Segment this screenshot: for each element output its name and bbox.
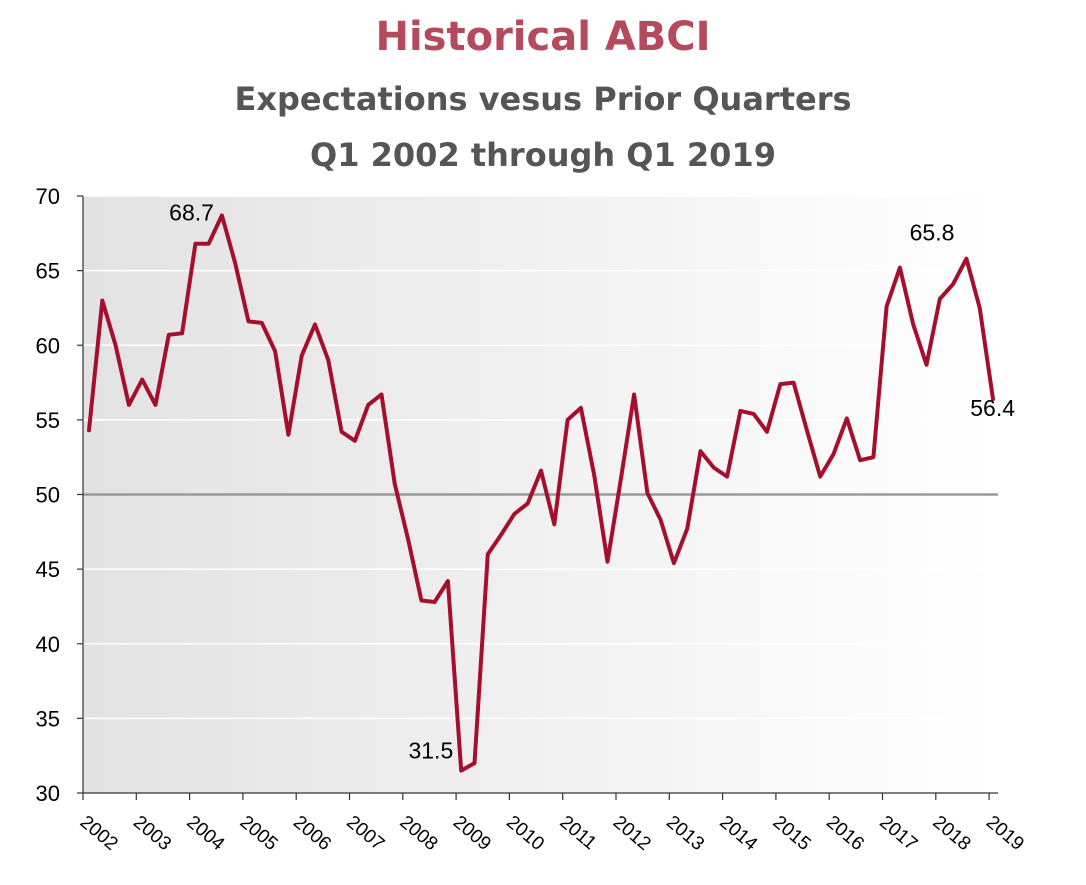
- x-tick-label: 2014: [715, 812, 761, 856]
- x-tick-label: 2018: [929, 812, 975, 855]
- data-label: 31.5: [408, 738, 453, 764]
- y-tick-label: 35: [36, 706, 60, 731]
- x-tick-label: 2015: [769, 812, 815, 855]
- series-line: [87, 213, 995, 773]
- chart-title: Historical ABCI: [375, 14, 711, 60]
- y-tick-label: 40: [36, 632, 60, 657]
- y-tick-label: 30: [36, 781, 60, 806]
- y-tick-label: 65: [36, 259, 60, 284]
- y-tick-label: 50: [36, 483, 60, 508]
- chart-subtitle-2: Q1 2002 through Q1 2019: [310, 136, 776, 174]
- x-tick-label: 2016: [822, 812, 868, 855]
- x-tick-label: 2009: [449, 812, 495, 855]
- x-tick-label: 2017: [875, 812, 921, 855]
- x-tick-label: 2006: [289, 812, 335, 855]
- x-tick-label: 2002: [76, 812, 122, 855]
- series-group: [87, 213, 995, 773]
- x-tick-label: 2004: [182, 812, 228, 856]
- y-tick-label: 55: [36, 408, 60, 433]
- data-labels: 68.7 31.5 65.8 56.4: [169, 199, 1015, 763]
- data-label: 65.8: [910, 220, 955, 246]
- x-tick-label: 2003: [129, 812, 175, 855]
- x-axis-ticks: 2002 2003 2004 2005 2006 2007 2008 2009 2010 2011…: [76, 793, 1028, 855]
- x-tick-label: 2013: [662, 812, 708, 855]
- y-tick-label: 70: [36, 184, 60, 209]
- x-tick-label: 2007: [342, 812, 388, 855]
- data-label: 56.4: [970, 395, 1015, 421]
- y-tick-label: 45: [36, 557, 60, 582]
- x-tick-label: 2019: [982, 812, 1028, 855]
- x-tick-label: 2012: [609, 812, 655, 855]
- x-tick-label: 2005: [236, 812, 282, 855]
- data-label: 68.7: [169, 199, 214, 225]
- y-tick-label: 60: [36, 333, 60, 358]
- chart-subtitle-1: Expectations vesus Prior Quarters: [234, 80, 852, 118]
- y-axis-ticks: 30 35 40 45 50 55 60 65 70: [36, 184, 83, 806]
- x-tick-label: 2008: [396, 812, 442, 855]
- x-tick-label: 2011: [555, 812, 600, 854]
- x-tick-label: 2010: [502, 812, 548, 855]
